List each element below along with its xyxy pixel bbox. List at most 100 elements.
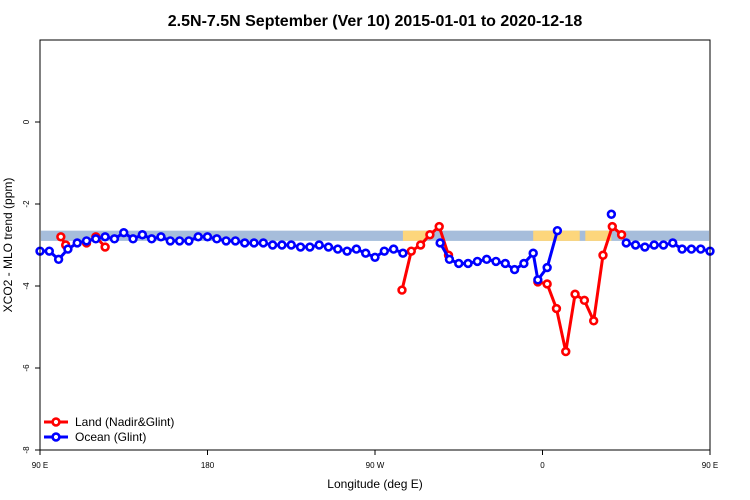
ocean-point <box>137 230 148 240</box>
ocean-point <box>258 238 269 248</box>
land-line <box>537 225 623 354</box>
ocean-point <box>528 248 538 258</box>
ocean-point <box>277 240 287 250</box>
ocean-point <box>621 238 631 248</box>
legend: Land (Nadir&Glint)Ocean (Glint) <box>44 415 174 444</box>
ocean-point <box>63 244 73 254</box>
land-series <box>56 221 627 357</box>
legend-land-label: Land (Nadir&Glint) <box>75 415 174 429</box>
ocean-point <box>184 236 194 246</box>
ocean-point <box>491 256 501 267</box>
ocean-point <box>379 246 390 256</box>
ocean-point <box>267 240 278 250</box>
ocean-point <box>81 236 92 246</box>
x-axis: 90 E 180 90 W 0 90 E <box>32 450 718 470</box>
ocean-point <box>686 244 697 254</box>
x-axis-label: Longitude (deg E) <box>327 477 422 491</box>
ocean-point <box>398 248 408 258</box>
ocean-point <box>649 240 659 250</box>
ocean-point <box>323 242 334 252</box>
y-tick-label: -8 <box>22 446 31 454</box>
ocean-point <box>481 254 492 265</box>
ocean-point <box>360 248 371 258</box>
ocean-point <box>221 236 231 246</box>
ocean-point <box>91 234 101 244</box>
ocean-point <box>44 246 55 256</box>
land-point <box>598 250 608 260</box>
ocean-point <box>156 232 166 242</box>
ocean-point <box>351 244 362 254</box>
land-point <box>434 221 444 232</box>
ocean-point <box>640 242 650 252</box>
land-point <box>607 221 617 232</box>
y-tick-label: 0 <box>22 119 31 124</box>
land-band <box>585 230 612 241</box>
land-point <box>551 303 562 314</box>
ocean-point <box>444 254 455 265</box>
ocean-point <box>500 258 510 269</box>
land-point <box>100 242 110 252</box>
ocean-point <box>668 238 678 248</box>
ocean-point <box>314 240 324 250</box>
ocean-point <box>454 258 464 269</box>
legend-ocean-label: Ocean (Glint) <box>75 430 146 444</box>
land-point <box>406 246 416 256</box>
ocean-point <box>542 262 552 273</box>
ocean-point <box>202 232 213 242</box>
ocean-point <box>435 238 445 248</box>
ocean-point <box>240 238 250 248</box>
y-axis-label: XCO2 - MLO trend (ppm) <box>1 178 15 313</box>
x-tick-label: 0 <box>540 461 545 470</box>
ocean-point <box>472 256 483 267</box>
ocean-point <box>370 252 380 262</box>
land-point <box>616 230 627 240</box>
ocean-point <box>552 225 563 236</box>
legend-land-marker <box>51 417 61 427</box>
series-layer <box>35 209 715 357</box>
ocean-point <box>295 242 306 252</box>
ocean-point <box>212 234 222 244</box>
chart-title: 2.5N-7.5N September (Ver 10) 2015-01-01 … <box>168 13 583 30</box>
ocean-point <box>695 244 706 254</box>
ocean-point <box>658 240 669 250</box>
y-axis: 0 -2 -4 -6 -8 <box>22 119 40 454</box>
ocean-point <box>463 258 473 269</box>
y-tick-label: -6 <box>22 364 31 372</box>
land-point <box>570 289 580 299</box>
x-tick-label: 90 W <box>366 461 385 470</box>
ocean-point <box>249 238 259 248</box>
land-point <box>588 316 599 326</box>
ocean-point <box>100 232 110 242</box>
ocean-point <box>72 238 82 248</box>
ocean-point <box>333 244 343 254</box>
land-band <box>402 230 428 241</box>
plot-frame <box>39 39 711 451</box>
ocean-point <box>519 258 529 269</box>
x-tick-label: 90 E <box>32 461 48 470</box>
ocean-point <box>165 236 175 246</box>
land-point <box>397 285 407 295</box>
ocean-point <box>128 234 138 244</box>
ocean-band <box>41 230 709 241</box>
land-point <box>425 230 435 240</box>
ocean-point <box>286 240 296 250</box>
legend-ocean-marker <box>51 432 61 442</box>
ocean-series <box>35 209 715 285</box>
ocean-point <box>230 236 241 246</box>
ocean-point <box>533 275 543 285</box>
ocean-point <box>305 242 315 252</box>
ocean-point <box>342 246 352 256</box>
ocean-line <box>40 231 404 261</box>
ocean-point <box>388 244 399 254</box>
land-point <box>561 346 571 357</box>
ocean-point <box>109 234 120 244</box>
ocean-point <box>53 254 64 265</box>
x-tick-label: 90 E <box>702 461 718 470</box>
x-tick-label: 180 <box>201 461 215 470</box>
ocean-point <box>630 240 641 250</box>
land-point <box>415 240 426 250</box>
land-point <box>579 295 590 306</box>
ocean-point <box>677 244 687 254</box>
ocean-point <box>146 234 157 244</box>
